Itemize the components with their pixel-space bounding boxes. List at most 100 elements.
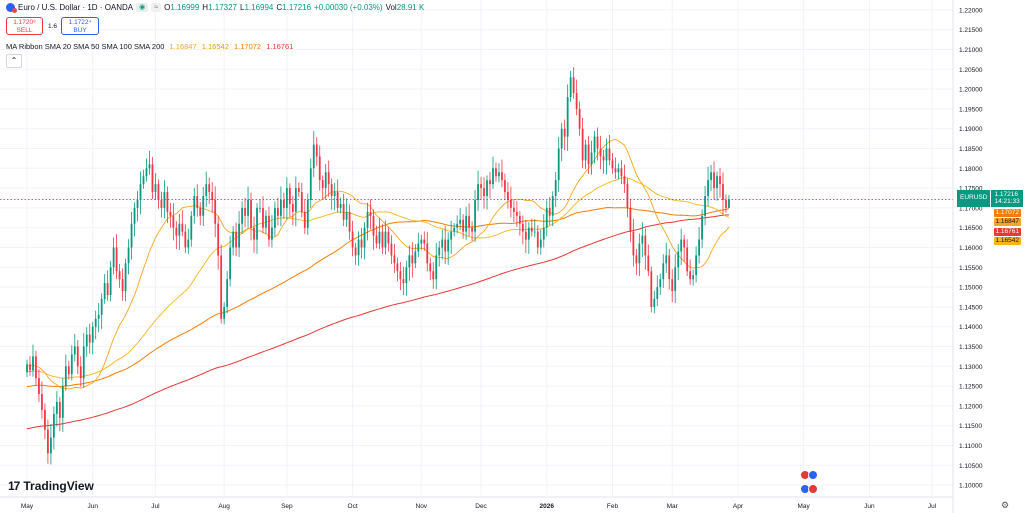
candle-up: [665, 255, 668, 264]
event-marker-2[interactable]: [800, 484, 820, 494]
candle-down: [67, 366, 70, 375]
candle-up: [653, 298, 656, 307]
candle-down: [327, 172, 330, 185]
candle-down: [635, 255, 638, 264]
candle-down: [632, 231, 635, 256]
ma-ribbon-title[interactable]: MA Ribbon SMA 20 SMA 50 SMA 100 SMA 200: [6, 42, 165, 51]
candle-up: [554, 180, 557, 197]
ma-ribbon-legend[interactable]: MA Ribbon SMA 20 SMA 50 SMA 100 SMA 200 …: [6, 42, 296, 51]
gear-icon[interactable]: ⚙: [1001, 500, 1010, 510]
candle-up: [557, 148, 560, 181]
candle-down: [578, 108, 581, 129]
candle-down: [184, 231, 187, 248]
candle-down: [530, 227, 533, 232]
candle-down: [118, 271, 121, 280]
candle-down: [387, 231, 390, 244]
candle-down: [614, 168, 617, 173]
candle-down: [510, 199, 512, 208]
price-axis[interactable]: 1.225001.220001.215001.210001.205001.200…: [952, 0, 983, 513]
tradingview-logo[interactable]: 17 TradingView: [8, 479, 94, 493]
buy-button[interactable]: 1.1722⁴ BUY: [61, 17, 99, 35]
price-tick-label: 1.15500: [959, 265, 983, 272]
event-marker-1[interactable]: [800, 470, 820, 480]
candle-up: [527, 227, 530, 240]
candle-up: [229, 247, 232, 280]
candle-down: [253, 227, 255, 240]
candle-up: [130, 223, 133, 248]
candle-up: [91, 326, 94, 343]
candle-down: [217, 223, 220, 256]
candle-up: [363, 227, 366, 248]
candle-down: [348, 211, 351, 232]
candle-up: [498, 172, 500, 177]
candle-down: [351, 231, 354, 248]
candle-down: [575, 93, 578, 109]
candle-down: [513, 207, 515, 212]
candle-down: [300, 192, 303, 212]
ma-value-sma20: 1.16847: [169, 42, 197, 51]
time-tick-label: Aug: [218, 503, 230, 510]
chevron-up-icon[interactable]: ⌃: [6, 54, 22, 68]
price-tick-label: 1.10500: [959, 463, 983, 470]
sell-price: 1.1720⁸: [13, 19, 36, 26]
candle-up: [698, 239, 700, 256]
candle-up: [477, 184, 479, 200]
candle-down: [396, 263, 399, 272]
price-tick-label: 1.11000: [959, 443, 982, 450]
wave-icon[interactable]: ≈: [151, 3, 162, 12]
candle-up: [202, 196, 205, 216]
time-tick-label: Jul: [928, 503, 937, 510]
visibility-icon[interactable]: ◉: [136, 3, 149, 12]
price-tick-label: 1.21500: [959, 27, 983, 34]
candle-up: [710, 172, 712, 181]
price-tick-label: 1.22000: [959, 7, 983, 14]
candle-down: [315, 144, 318, 157]
candle-up: [139, 184, 142, 200]
change-value: +0.00030 (+0.03%): [314, 3, 383, 12]
candle-up: [408, 255, 411, 268]
candle-up: [271, 227, 273, 240]
candle-up: [32, 356, 34, 371]
candle-up: [163, 192, 166, 208]
candle-up: [85, 334, 88, 347]
symbol-name[interactable]: Euro / U.S. Dollar · 1D · OANDA: [18, 3, 134, 12]
candle-up: [459, 219, 462, 224]
candle-down: [563, 128, 566, 137]
symbol-legend[interactable]: Euro / U.S. Dollar · 1D · OANDA ◉ ≈ O1.1…: [6, 3, 425, 13]
candle-up: [701, 215, 703, 240]
candle-down: [620, 168, 623, 177]
sma20-line: [26, 139, 730, 390]
candle-down: [722, 184, 724, 200]
candle-up: [61, 386, 64, 418]
candle-down: [462, 219, 465, 232]
sma50-tag: 1.16542: [993, 237, 1021, 245]
candle-up: [154, 184, 157, 193]
time-axis[interactable]: May Jun Jul Aug Sep Oct Nov Dec 2026 Feb Mar Apr May…: [0, 496, 953, 510]
candle-down: [390, 243, 393, 256]
candle-down: [360, 239, 363, 248]
sell-button[interactable]: 1.1720⁸ SELL: [6, 17, 43, 35]
candle-up: [641, 235, 644, 244]
candle-down: [166, 192, 169, 212]
candle-down: [423, 239, 426, 244]
candle-down: [151, 164, 154, 193]
candle-up: [280, 199, 282, 216]
candle-up: [324, 172, 327, 189]
candle-down: [521, 223, 524, 232]
time-tick-label: Apr: [733, 503, 744, 510]
candle-down: [689, 271, 692, 280]
candle-up: [438, 247, 441, 256]
time-tick-label: 2026: [540, 503, 555, 510]
candle-down: [220, 255, 223, 319]
candle-down: [318, 156, 321, 181]
volume: Vol28.91 K: [385, 3, 425, 12]
candle-down: [515, 211, 518, 216]
candle-down: [599, 148, 602, 157]
candle-up: [178, 223, 181, 236]
candle-down: [76, 346, 79, 367]
candle-up: [64, 366, 67, 387]
sma100-line: [26, 206, 730, 388]
candle-up: [695, 255, 698, 276]
candle-down: [411, 255, 414, 264]
